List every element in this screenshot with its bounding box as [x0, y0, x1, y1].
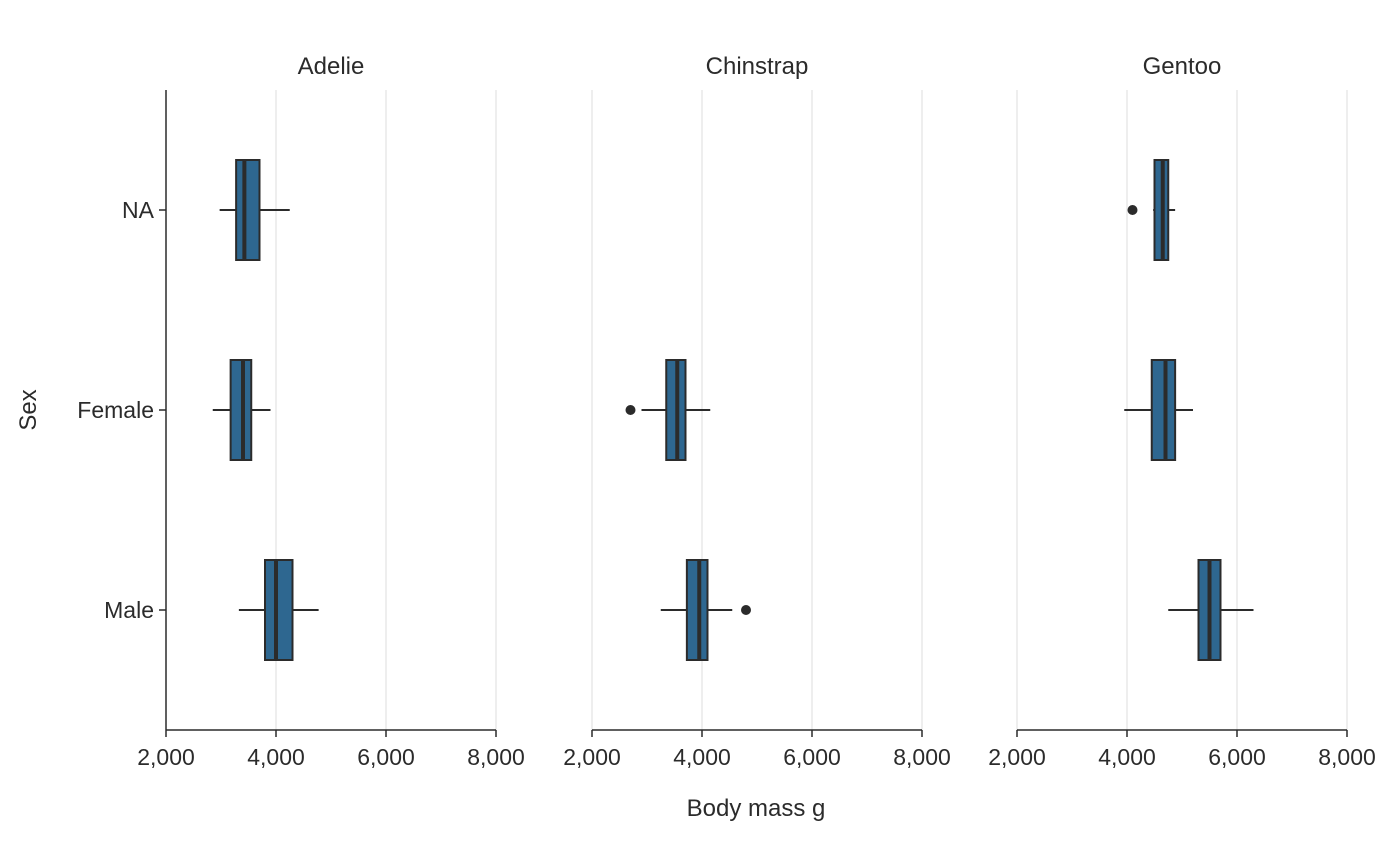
x-tick-label: 4,000 [1098, 744, 1156, 770]
boxplot-gentoo-female [1124, 359, 1193, 461]
y-tick-label: Female [77, 397, 154, 423]
x-tick-label: 2,000 [988, 744, 1046, 770]
x-tick-label: 8,000 [893, 744, 951, 770]
x-tick-label: 8,000 [467, 744, 525, 770]
facet-title: Gentoo [1143, 53, 1222, 80]
facet-panel-adelie: Adelie 2,000 4,000 6,000 8,000 [137, 53, 525, 770]
facets-layer: Adelie 2,000 4,000 6,000 8,000 Chinstrap 2,000… [137, 53, 1376, 770]
box [264, 559, 294, 661]
boxplot-gentoo-na [1127, 159, 1176, 261]
outlier-point [1127, 205, 1138, 215]
x-tick-label: 4,000 [247, 744, 305, 770]
box [229, 359, 253, 461]
boxplot-adelie-male [238, 559, 319, 661]
box [685, 559, 709, 661]
facet-panel-chinstrap: Chinstrap 2,000 4,000 6,000 8,000 [563, 53, 951, 770]
x-axis-title: Body mass g [687, 795, 826, 822]
boxplot-gentoo-male [1168, 559, 1254, 661]
x-tick-label: 8,000 [1318, 744, 1376, 770]
outlier-point [741, 605, 751, 615]
y-axis: NA Female Male [77, 90, 167, 730]
box [235, 159, 261, 261]
x-tick-label: 4,000 [673, 744, 731, 770]
x-tick-label: 6,000 [357, 744, 415, 770]
y-axis-title: Sex [15, 389, 42, 430]
facet-title: Adelie [298, 53, 365, 80]
x-tick-label: 6,000 [1208, 744, 1266, 770]
facet-title: Chinstrap [706, 53, 809, 80]
box [1150, 359, 1177, 461]
boxplot-chinstrap-female [625, 359, 711, 461]
facet-panel-gentoo: Gentoo 2,000 4,000 6,000 8,000 [988, 53, 1376, 770]
x-tick-label: 2,000 [137, 744, 195, 770]
y-tick-label: Male [104, 597, 154, 623]
x-tick-label: 6,000 [783, 744, 841, 770]
boxplot-adelie-female [212, 359, 271, 461]
y-tick-label: NA [122, 197, 155, 223]
boxplot-adelie-na [219, 159, 290, 261]
outlier-point [625, 405, 636, 415]
x-tick-label: 2,000 [563, 744, 621, 770]
boxplot-chinstrap-male [660, 559, 751, 661]
